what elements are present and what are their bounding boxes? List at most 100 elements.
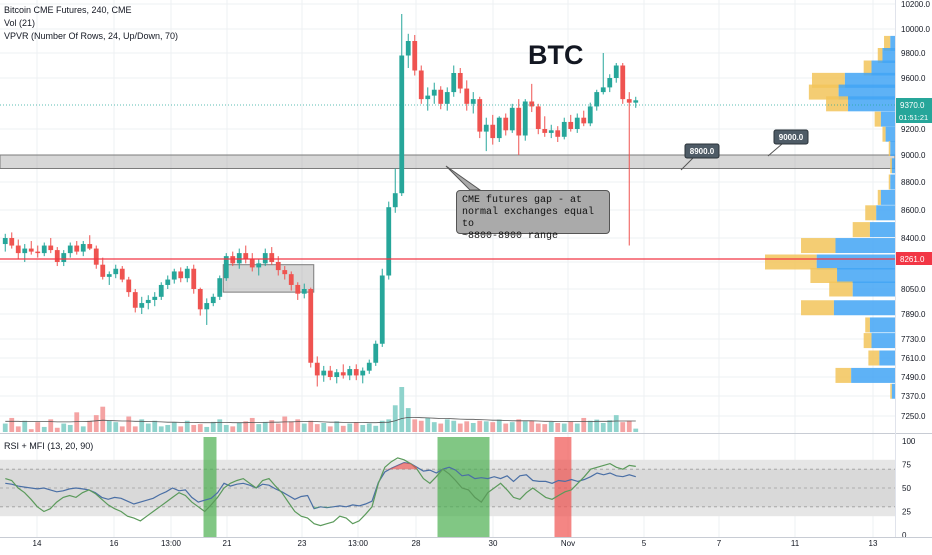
volume-bar xyxy=(405,408,411,432)
volume-bar xyxy=(301,423,307,432)
candle-body xyxy=(327,370,333,377)
time-tick-label: 13:00 xyxy=(348,539,369,548)
vp-bar-up xyxy=(890,383,892,399)
candles xyxy=(2,14,639,387)
candle-body xyxy=(542,129,548,133)
candle-body xyxy=(522,101,528,136)
time-tick-label: 23 xyxy=(298,539,307,548)
candle-body xyxy=(48,245,54,251)
volume-bar xyxy=(236,423,242,432)
volume-bar xyxy=(197,424,203,432)
candle-body xyxy=(529,101,535,107)
time-tick-label: Nov xyxy=(561,539,575,548)
volume-bar xyxy=(490,422,496,432)
candle-body xyxy=(93,248,99,265)
vp-bar-down xyxy=(876,205,895,221)
candle-body xyxy=(334,372,340,377)
volume-bar xyxy=(477,420,483,432)
vp-bar-up xyxy=(888,174,891,190)
legend-volume: Vol (21) xyxy=(4,18,36,28)
gap-annotation-line-3: ~8800-8900 range xyxy=(462,231,559,242)
volume-bar xyxy=(158,426,164,432)
time-tick-label: 5 xyxy=(642,539,647,548)
volume-bar xyxy=(386,419,392,432)
volume-bar xyxy=(444,419,450,432)
price-tick-label: 7250.0 xyxy=(901,412,926,421)
volume-bar xyxy=(522,421,528,432)
support-price-tag xyxy=(896,252,932,265)
candle-body xyxy=(373,343,379,363)
legend-vpvr: VPVR (Number Of Rows, 24, Up/Down, 70) xyxy=(4,31,179,41)
vp-bar-up xyxy=(890,158,892,174)
vp-bar-up xyxy=(829,281,853,297)
vp-bar-down xyxy=(851,367,895,383)
candle-body xyxy=(607,78,613,88)
price-axis: 10200.0 10000.0 9800.0 9600.0 9200.0 9000.0 88… xyxy=(901,0,930,421)
volume-bar xyxy=(464,421,470,432)
price-tick-label: 8800.0 xyxy=(901,178,926,187)
volume-bar xyxy=(347,423,353,432)
price-tick-label: 7370.0 xyxy=(901,392,926,401)
volume-bar xyxy=(100,406,106,432)
vp-bar-down xyxy=(871,60,895,76)
callout-label-8900.0: 8900.0 xyxy=(690,147,715,156)
vp-bar-up xyxy=(835,367,852,383)
osc-overbought-fill xyxy=(378,462,417,470)
vp-bar-up xyxy=(874,111,881,127)
vp-bar-down xyxy=(869,222,895,238)
volume-bar xyxy=(600,423,606,432)
candle-body xyxy=(275,262,281,271)
candle-body xyxy=(80,244,86,252)
vp-bar-up xyxy=(811,72,845,88)
time-tick-label: 21 xyxy=(223,539,232,548)
candle-body xyxy=(210,296,216,304)
vp-bar-up xyxy=(852,222,870,238)
candle-body xyxy=(269,253,275,262)
time-tick-label: 11 xyxy=(791,539,800,548)
price-tick-label: 9000.0 xyxy=(901,151,926,160)
candle-body xyxy=(126,279,132,293)
volume-bar xyxy=(217,419,223,432)
candle-body xyxy=(158,284,164,297)
osc-tick-label: 100 xyxy=(902,437,916,446)
candle-body xyxy=(464,88,470,104)
vp-bar-up xyxy=(884,35,891,51)
volume-bar xyxy=(80,426,86,432)
vp-bar-down xyxy=(890,141,895,156)
candle-body xyxy=(483,124,489,132)
vp-bar-down xyxy=(880,111,895,127)
candle-body xyxy=(451,73,457,93)
volume-bar xyxy=(509,422,515,432)
vp-bar-down xyxy=(891,383,895,399)
candle-body xyxy=(360,370,366,376)
candle-body xyxy=(178,271,184,279)
candle-body xyxy=(405,41,411,56)
volume-bar xyxy=(230,426,236,432)
volume-bar xyxy=(594,419,600,432)
candle-body xyxy=(600,87,606,93)
volume-bar xyxy=(568,421,574,432)
osc-oversold-fill xyxy=(314,506,366,509)
callout-pointer xyxy=(767,143,783,157)
vp-bar-down xyxy=(869,317,895,333)
volume-bar xyxy=(327,426,333,432)
time-tick-label: 16 xyxy=(110,539,119,548)
vp-bar-down xyxy=(838,84,895,100)
chart-title: Bitcoin CME Futures, 240, CME xyxy=(4,5,132,15)
candle-body xyxy=(470,99,476,104)
candle-body xyxy=(353,369,359,376)
vp-bar-down xyxy=(890,35,895,51)
candle-body xyxy=(74,245,80,252)
time-tick-label: 28 xyxy=(412,539,421,548)
volume-bar xyxy=(178,426,184,432)
vp-bar-up xyxy=(826,96,849,112)
candle-body xyxy=(301,289,307,294)
volume-bar xyxy=(288,421,294,432)
volume-bar xyxy=(613,415,619,432)
volume-bar xyxy=(620,422,626,432)
volume-bar xyxy=(483,421,489,432)
vp-bar-up xyxy=(882,126,886,142)
candle-body xyxy=(509,107,515,131)
rsi-pane-title: RSI + MFI (13, 20, 90) xyxy=(4,441,94,451)
